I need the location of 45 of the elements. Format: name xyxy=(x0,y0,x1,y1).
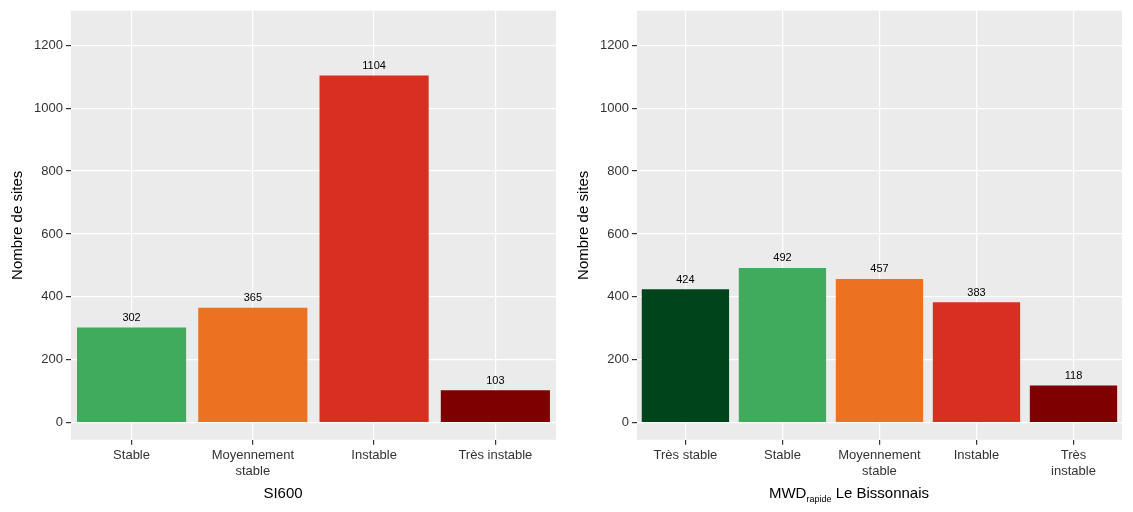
y-tick-label: 400 xyxy=(41,288,63,304)
y-tick-label: 0 xyxy=(621,414,629,430)
data-label: 118 xyxy=(1064,368,1083,381)
data-label: 457 xyxy=(870,262,889,275)
bar xyxy=(738,267,827,422)
y-axis-title: Nombre de sites xyxy=(574,170,592,280)
bar xyxy=(1029,385,1118,422)
y-tick-label: 1200 xyxy=(34,36,63,52)
x-tick-label: Stable xyxy=(764,447,801,463)
x-tick-label: Moyennement stable xyxy=(211,447,295,478)
y-tick-label: 800 xyxy=(41,162,63,178)
y-tick-label: 400 xyxy=(607,288,629,304)
y-tick-label: 200 xyxy=(607,351,629,367)
bar xyxy=(319,75,429,422)
x-axis-title: MWD$_{rapide}$ Le Bissonnais xyxy=(767,484,931,504)
data-label: 492 xyxy=(773,251,792,264)
bar xyxy=(198,307,308,422)
y-tick-label: 600 xyxy=(607,225,629,241)
bar xyxy=(641,289,730,422)
x-tick-label: Très instable xyxy=(458,447,533,463)
data-label: 103 xyxy=(486,373,505,386)
data-label: 424 xyxy=(676,272,695,285)
data-label: 1104 xyxy=(362,59,386,72)
bar xyxy=(932,302,1021,422)
y-tick-label: 600 xyxy=(41,225,63,241)
y-tick-label: 800 xyxy=(607,162,629,178)
y-tick-label: 200 xyxy=(41,351,63,367)
x-axis-title: SI600 xyxy=(262,484,304,501)
data-label: 302 xyxy=(122,311,141,324)
bar xyxy=(440,390,550,422)
y-tick-label: 1000 xyxy=(34,99,63,115)
x-tick-label: Instable xyxy=(351,447,397,463)
y-tick-label: 1200 xyxy=(600,36,629,52)
y-tick-label: 0 xyxy=(55,414,63,430)
x-tick-label: Moyennement stable xyxy=(838,447,922,478)
x-tick-label: Stable xyxy=(113,447,150,463)
x-tick-label: Instable xyxy=(953,447,1000,463)
data-label: 365 xyxy=(243,291,262,304)
x-tick-label: Très instable xyxy=(1051,447,1096,478)
y-axis-title: Nombre de sites xyxy=(8,170,26,280)
y-tick-label: 1000 xyxy=(600,99,629,115)
bar xyxy=(835,278,924,422)
x-tick-label: Très stable xyxy=(653,447,718,463)
data-label: 383 xyxy=(967,285,986,298)
bar xyxy=(76,327,187,422)
